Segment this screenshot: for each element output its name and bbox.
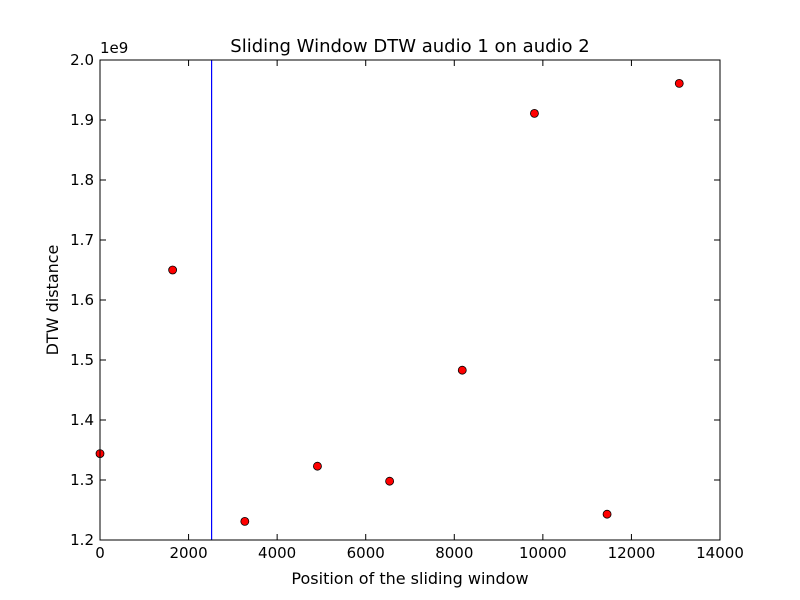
x-tick-label: 8000: [435, 544, 473, 562]
data-point: [602, 509, 612, 519]
plot-area: 0 2000 4000 6000 8000 10000 12000 14000 1.2 1.3 1.…: [70, 51, 744, 562]
y-tick-label: 2.0: [70, 51, 94, 69]
x-tick-label: 10000: [519, 544, 567, 562]
data-point: [240, 517, 250, 526]
y-axis-label: DTW distance: [43, 245, 62, 356]
x-tick-label: 2000: [169, 544, 207, 562]
data-point: [674, 79, 684, 88]
y-axis-offset-label: 1e9: [100, 39, 128, 57]
data-point: [530, 109, 539, 118]
y-tick-label: 1.7: [70, 231, 94, 249]
x-tick-label: 0: [95, 544, 105, 562]
data-point: [385, 476, 395, 486]
x-axis-label: Position of the sliding window: [291, 569, 528, 588]
y-tick-label: 1.4: [70, 411, 94, 429]
y-tick-label: 1.2: [70, 531, 94, 549]
x-tick-label: 14000: [696, 544, 744, 562]
y-tick-label: 1.6: [70, 291, 94, 309]
y-tick-label: 1.5: [70, 351, 94, 369]
plot-frame: [99, 59, 721, 541]
y-tick-label: 1.8: [70, 171, 94, 189]
x-tick-label: 6000: [347, 544, 385, 562]
chart-title: Sliding Window DTW audio 1 on audio 2: [230, 36, 589, 57]
y-tick-label: 1.9: [70, 111, 94, 129]
data-point: [168, 265, 178, 275]
data-point: [457, 365, 467, 375]
x-tick-label: 12000: [608, 544, 656, 562]
x-tick-label: 4000: [258, 544, 296, 562]
data-point: [313, 461, 322, 471]
y-tick-label: 1.3: [70, 471, 94, 489]
